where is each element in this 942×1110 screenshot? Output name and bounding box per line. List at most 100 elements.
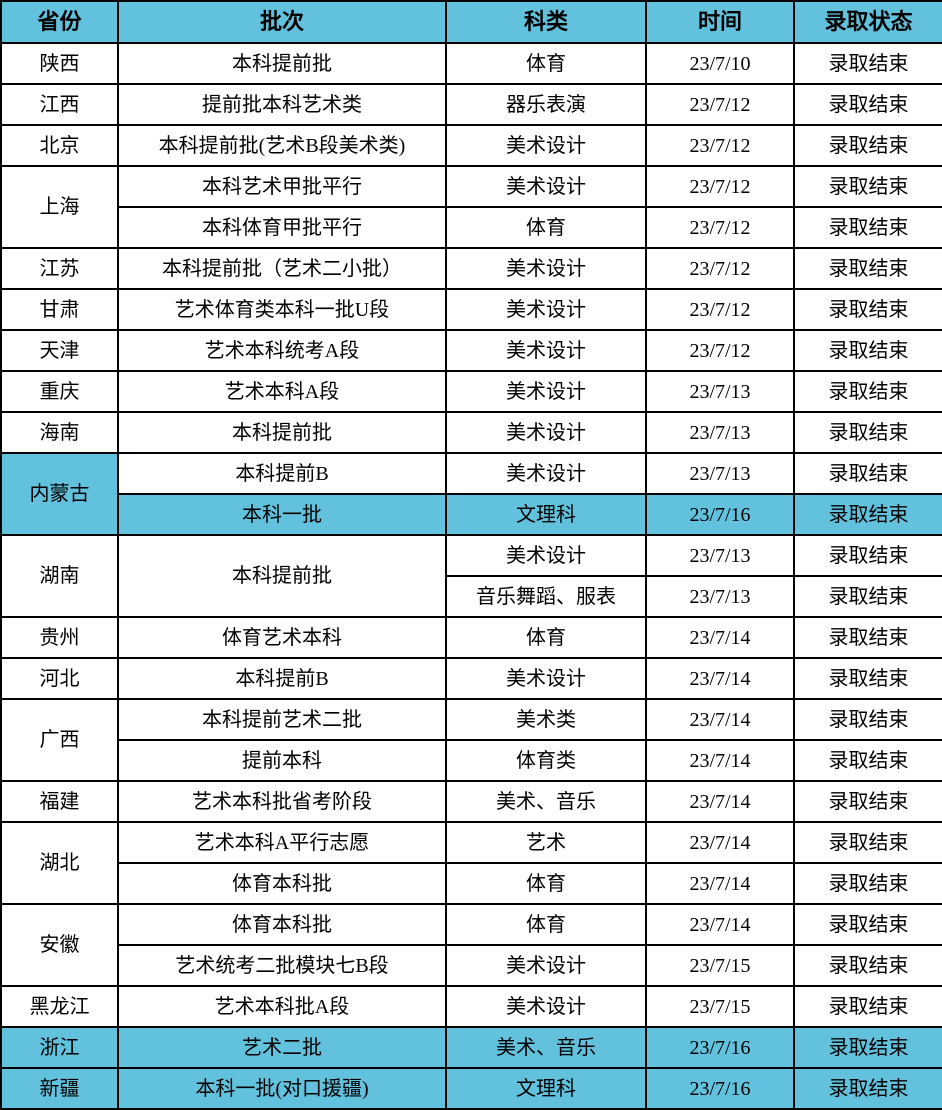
cell-batch: 体育艺术本科 bbox=[117, 616, 447, 659]
cell-time: 23/7/16 bbox=[645, 493, 795, 536]
cell-status: 录取结束 bbox=[793, 698, 942, 741]
cell-category: 美术设计 bbox=[445, 247, 647, 290]
cell-batch: 艺术本科统考A段 bbox=[117, 329, 447, 372]
table-row: 甘肃 艺术体育类本科一批U段 美术设计 23/7/12 录取结束 bbox=[0, 288, 942, 331]
cell-status: 录取结束 bbox=[793, 780, 942, 823]
cell-category: 体育 bbox=[445, 903, 647, 946]
column-header-status: 录取状态 bbox=[793, 0, 942, 44]
cell-province: 重庆 bbox=[0, 370, 119, 413]
cell-batch: 艺术二批 bbox=[117, 1026, 447, 1069]
cell-time: 23/7/13 bbox=[645, 411, 795, 454]
cell-time: 23/7/14 bbox=[645, 657, 795, 700]
table-row: 体育本科批 体育 23/7/14 录取结束 bbox=[1, 862, 942, 905]
cell-status: 录取结束 bbox=[793, 575, 942, 618]
cell-batch: 艺术统考二批模块七B段 bbox=[117, 944, 447, 987]
cell-batch: 本科一批 bbox=[117, 493, 447, 536]
table-row: 上海 本科艺术甲批平行 美术设计 23/7/12 录取结束 bbox=[0, 165, 942, 249]
cell-batch: 本科提前批（艺术二小批） bbox=[117, 247, 447, 290]
cell-category: 美术设计 bbox=[445, 534, 647, 577]
cell-province: 湖北 bbox=[0, 821, 119, 905]
cell-category: 美术设计 bbox=[445, 165, 647, 208]
cell-category: 美术、音乐 bbox=[445, 780, 647, 823]
cell-batch: 提前本科 bbox=[117, 739, 447, 782]
column-header-batch: 批次 bbox=[117, 0, 447, 44]
cell-time: 23/7/12 bbox=[645, 83, 795, 126]
cell-category: 体育类 bbox=[445, 739, 647, 782]
cell-category: 美术设计 bbox=[445, 452, 647, 495]
cell-time: 23/7/12 bbox=[645, 165, 795, 208]
cell-batch: 艺术本科批A段 bbox=[117, 985, 447, 1028]
cell-category: 体育 bbox=[445, 862, 647, 905]
cell-time: 23/7/13 bbox=[645, 534, 795, 577]
column-header-category: 科类 bbox=[445, 0, 647, 44]
cell-province: 河北 bbox=[0, 657, 119, 700]
cell-time: 23/7/14 bbox=[645, 739, 795, 782]
table-row: 河北 本科提前B 美术设计 23/7/14 录取结束 bbox=[0, 657, 942, 700]
cell-time: 23/7/12 bbox=[645, 288, 795, 331]
cell-batch: 本科提前艺术二批 bbox=[117, 698, 447, 741]
cell-status: 录取结束 bbox=[793, 493, 942, 536]
cell-time: 23/7/16 bbox=[645, 1067, 795, 1110]
cell-status: 录取结束 bbox=[793, 165, 942, 208]
cell-time: 23/7/12 bbox=[645, 206, 795, 249]
cell-category: 美术设计 bbox=[445, 985, 647, 1028]
table-row: 重庆 艺术本科A段 美术设计 23/7/13 录取结束 bbox=[0, 370, 942, 413]
cell-category: 美术设计 bbox=[445, 370, 647, 413]
cell-time: 23/7/15 bbox=[645, 985, 795, 1028]
cell-time: 23/7/13 bbox=[645, 370, 795, 413]
cell-time: 23/7/14 bbox=[645, 903, 795, 946]
cell-status: 录取结束 bbox=[793, 83, 942, 126]
cell-province: 新疆 bbox=[0, 1067, 119, 1110]
cell-time: 23/7/15 bbox=[645, 944, 795, 987]
table-row: 内蒙古 本科提前B 美术设计 23/7/13 录取结束 bbox=[0, 452, 942, 536]
cell-category: 体育 bbox=[445, 616, 647, 659]
cell-province: 安徽 bbox=[0, 903, 119, 987]
cell-status: 录取结束 bbox=[793, 534, 942, 577]
cell-province: 陕西 bbox=[0, 42, 119, 85]
table-row: 本科一批 文理科 23/7/16 录取结束 bbox=[1, 493, 942, 536]
cell-category: 文理科 bbox=[445, 493, 647, 536]
cell-time: 23/7/10 bbox=[645, 42, 795, 85]
cell-status: 录取结束 bbox=[793, 862, 942, 905]
cell-province: 福建 bbox=[0, 780, 119, 823]
cell-batch: 艺术本科A平行志愿 bbox=[117, 821, 447, 864]
cell-category: 器乐表演 bbox=[445, 83, 647, 126]
table-row: 黑龙江 艺术本科批A段 美术设计 23/7/15 录取结束 bbox=[0, 985, 942, 1028]
cell-status: 录取结束 bbox=[793, 370, 942, 413]
cell-province: 天津 bbox=[0, 329, 119, 372]
table-row: 湖北 艺术本科A平行志愿 艺术 23/7/14 录取结束 bbox=[0, 821, 942, 905]
cell-status: 录取结束 bbox=[793, 616, 942, 659]
cell-time: 23/7/12 bbox=[645, 329, 795, 372]
cell-time: 23/7/14 bbox=[645, 821, 795, 864]
cell-time: 23/7/13 bbox=[645, 452, 795, 495]
cell-time: 23/7/16 bbox=[645, 1026, 795, 1069]
cell-province: 内蒙古 bbox=[0, 452, 119, 536]
cell-category: 音乐舞蹈、服表 bbox=[445, 575, 647, 618]
table-row: 浙江 艺术二批 美术、音乐 23/7/16 录取结束 bbox=[0, 1026, 942, 1069]
cell-status: 录取结束 bbox=[793, 124, 942, 167]
cell-status: 录取结束 bbox=[793, 411, 942, 454]
cell-province: 北京 bbox=[0, 124, 119, 167]
table-row: 海南 本科提前批 美术设计 23/7/13 录取结束 bbox=[0, 411, 942, 454]
cell-batch: 艺术本科批省考阶段 bbox=[117, 780, 447, 823]
table-body: 陕西 本科提前批 体育 23/7/10 录取结束 江西 提前批本科艺术类 器乐表演 23/7/1… bbox=[0, 42, 942, 1110]
cell-batch: 本科提前批(艺术B段美术类) bbox=[117, 124, 447, 167]
cell-time: 23/7/14 bbox=[645, 616, 795, 659]
table-row: 江西 提前批本科艺术类 器乐表演 23/7/12 录取结束 bbox=[0, 83, 942, 126]
cell-category: 美术设计 bbox=[445, 944, 647, 987]
table-row: 贵州 体育艺术本科 体育 23/7/14 录取结束 bbox=[0, 616, 942, 659]
cell-category: 美术设计 bbox=[445, 124, 647, 167]
table-row: 提前本科 体育类 23/7/14 录取结束 bbox=[1, 739, 942, 782]
cell-time: 23/7/14 bbox=[645, 698, 795, 741]
cell-category: 美术设计 bbox=[445, 657, 647, 700]
cell-category: 美术设计 bbox=[445, 411, 647, 454]
table-row: 福建 艺术本科批省考阶段 美术、音乐 23/7/14 录取结束 bbox=[0, 780, 942, 823]
cell-category: 体育 bbox=[445, 206, 647, 249]
cell-category: 美术、音乐 bbox=[445, 1026, 647, 1069]
cell-status: 录取结束 bbox=[793, 329, 942, 372]
cell-batch: 本科提前批 bbox=[117, 411, 447, 454]
cell-category: 文理科 bbox=[445, 1067, 647, 1110]
cell-province: 黑龙江 bbox=[0, 985, 119, 1028]
cell-status: 录取结束 bbox=[793, 206, 942, 249]
